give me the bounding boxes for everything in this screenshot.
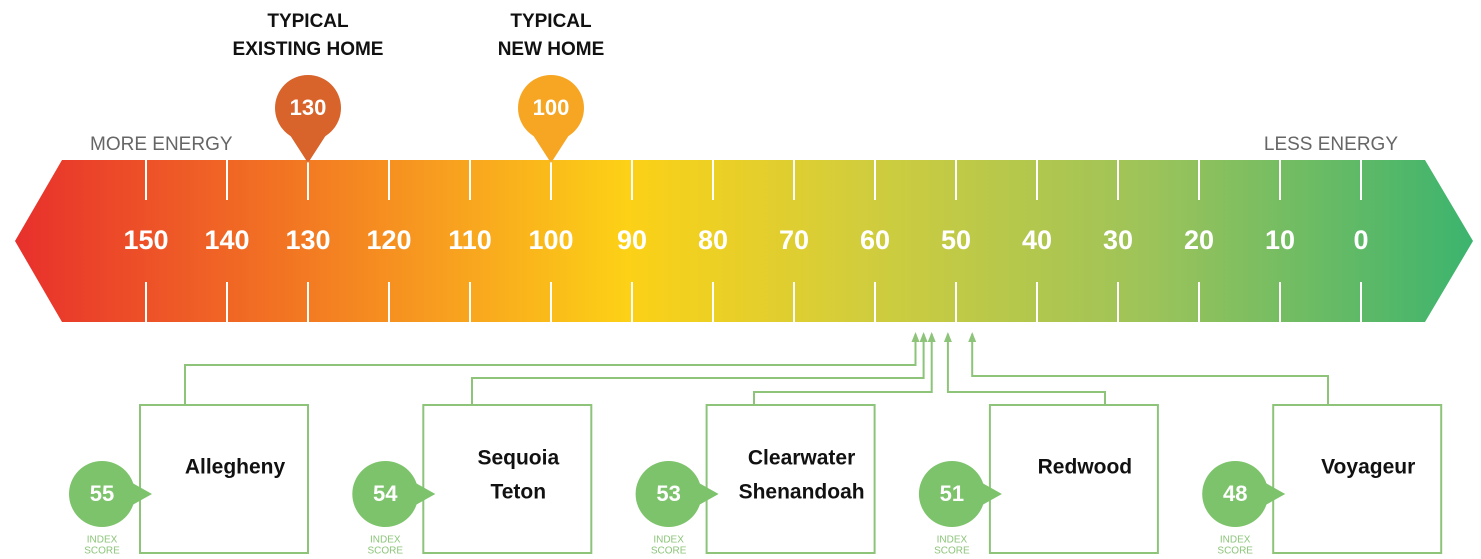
home-name: Voyageur: [1321, 456, 1415, 479]
score-caption: SCORE: [368, 546, 404, 557]
marker-title: NEW HOME: [498, 39, 605, 60]
connector: [471, 334, 925, 405]
score-caption: INDEX: [87, 535, 118, 546]
left-label: MORE ENERGY: [90, 134, 233, 155]
arrowhead: [919, 332, 928, 342]
tick-label: 10: [1265, 225, 1295, 255]
arrowhead: [927, 332, 936, 342]
marker-value: 130: [290, 95, 327, 120]
arrowhead: [943, 332, 952, 342]
arrowhead: [911, 332, 920, 342]
score-badge: [1202, 461, 1269, 527]
tick-label: 140: [204, 225, 249, 255]
tick-label: 0: [1353, 225, 1368, 255]
tick-label: 120: [366, 225, 411, 255]
tick-label: 130: [285, 225, 330, 255]
score-caption: SCORE: [1217, 546, 1253, 557]
tick-label: 100: [528, 225, 573, 255]
home-name: Clearwater: [748, 447, 855, 470]
score-badge: [69, 461, 135, 527]
tick-label: 110: [448, 225, 492, 255]
tick-label: 20: [1184, 225, 1214, 255]
tick-label: 30: [1103, 225, 1133, 255]
marker-title: TYPICAL: [510, 11, 592, 32]
home-box: [1272, 404, 1443, 554]
connector: [946, 334, 1106, 405]
home-box: [988, 404, 1159, 554]
home-name: Sequoia: [477, 447, 559, 470]
scale-band: [15, 160, 1473, 322]
score-value: 55: [90, 481, 114, 506]
tick-label: 70: [779, 225, 809, 255]
marker-title: EXISTING HOME: [233, 39, 384, 60]
score-value: 54: [373, 481, 398, 506]
score-badge: [635, 461, 702, 527]
home-name: Allegheny: [185, 456, 286, 479]
marker-title: TYPICAL: [267, 11, 349, 32]
score-value: 48: [1223, 481, 1247, 506]
score-value: 51: [940, 481, 964, 506]
score-caption: INDEX: [1220, 535, 1251, 546]
score-caption: INDEX: [937, 535, 968, 546]
right-label: LESS ENERGY: [1264, 134, 1398, 155]
score-caption: SCORE: [651, 546, 687, 557]
home-name: Redwood: [1038, 456, 1133, 479]
tick-label: 60: [860, 225, 890, 255]
tick-label: 80: [698, 225, 728, 255]
home-box: [139, 404, 309, 554]
score-caption: INDEX: [370, 535, 401, 546]
tick-label: 50: [941, 225, 971, 255]
marker-pin: [275, 75, 341, 141]
tick-label: 40: [1022, 225, 1052, 255]
score-caption: INDEX: [653, 535, 684, 546]
marker-pin: [288, 132, 328, 163]
tick-label: 150: [123, 225, 168, 255]
home-box: [422, 404, 593, 554]
score-caption: SCORE: [934, 546, 970, 557]
connector: [753, 334, 933, 405]
home-box: [705, 404, 876, 554]
home-name: Teton: [490, 481, 546, 504]
tick-label: 90: [617, 225, 647, 255]
score-badge: [352, 461, 419, 527]
home-name: Shenandoah: [739, 481, 865, 504]
marker-pin: [518, 75, 584, 141]
connector: [971, 334, 1329, 405]
score-badge: [918, 461, 985, 527]
score-caption: SCORE: [84, 546, 120, 557]
connector: [184, 334, 917, 405]
arrowhead: [968, 332, 977, 342]
score-value: 53: [656, 481, 680, 506]
marker-value: 100: [533, 95, 570, 120]
marker-pin: [531, 132, 571, 163]
